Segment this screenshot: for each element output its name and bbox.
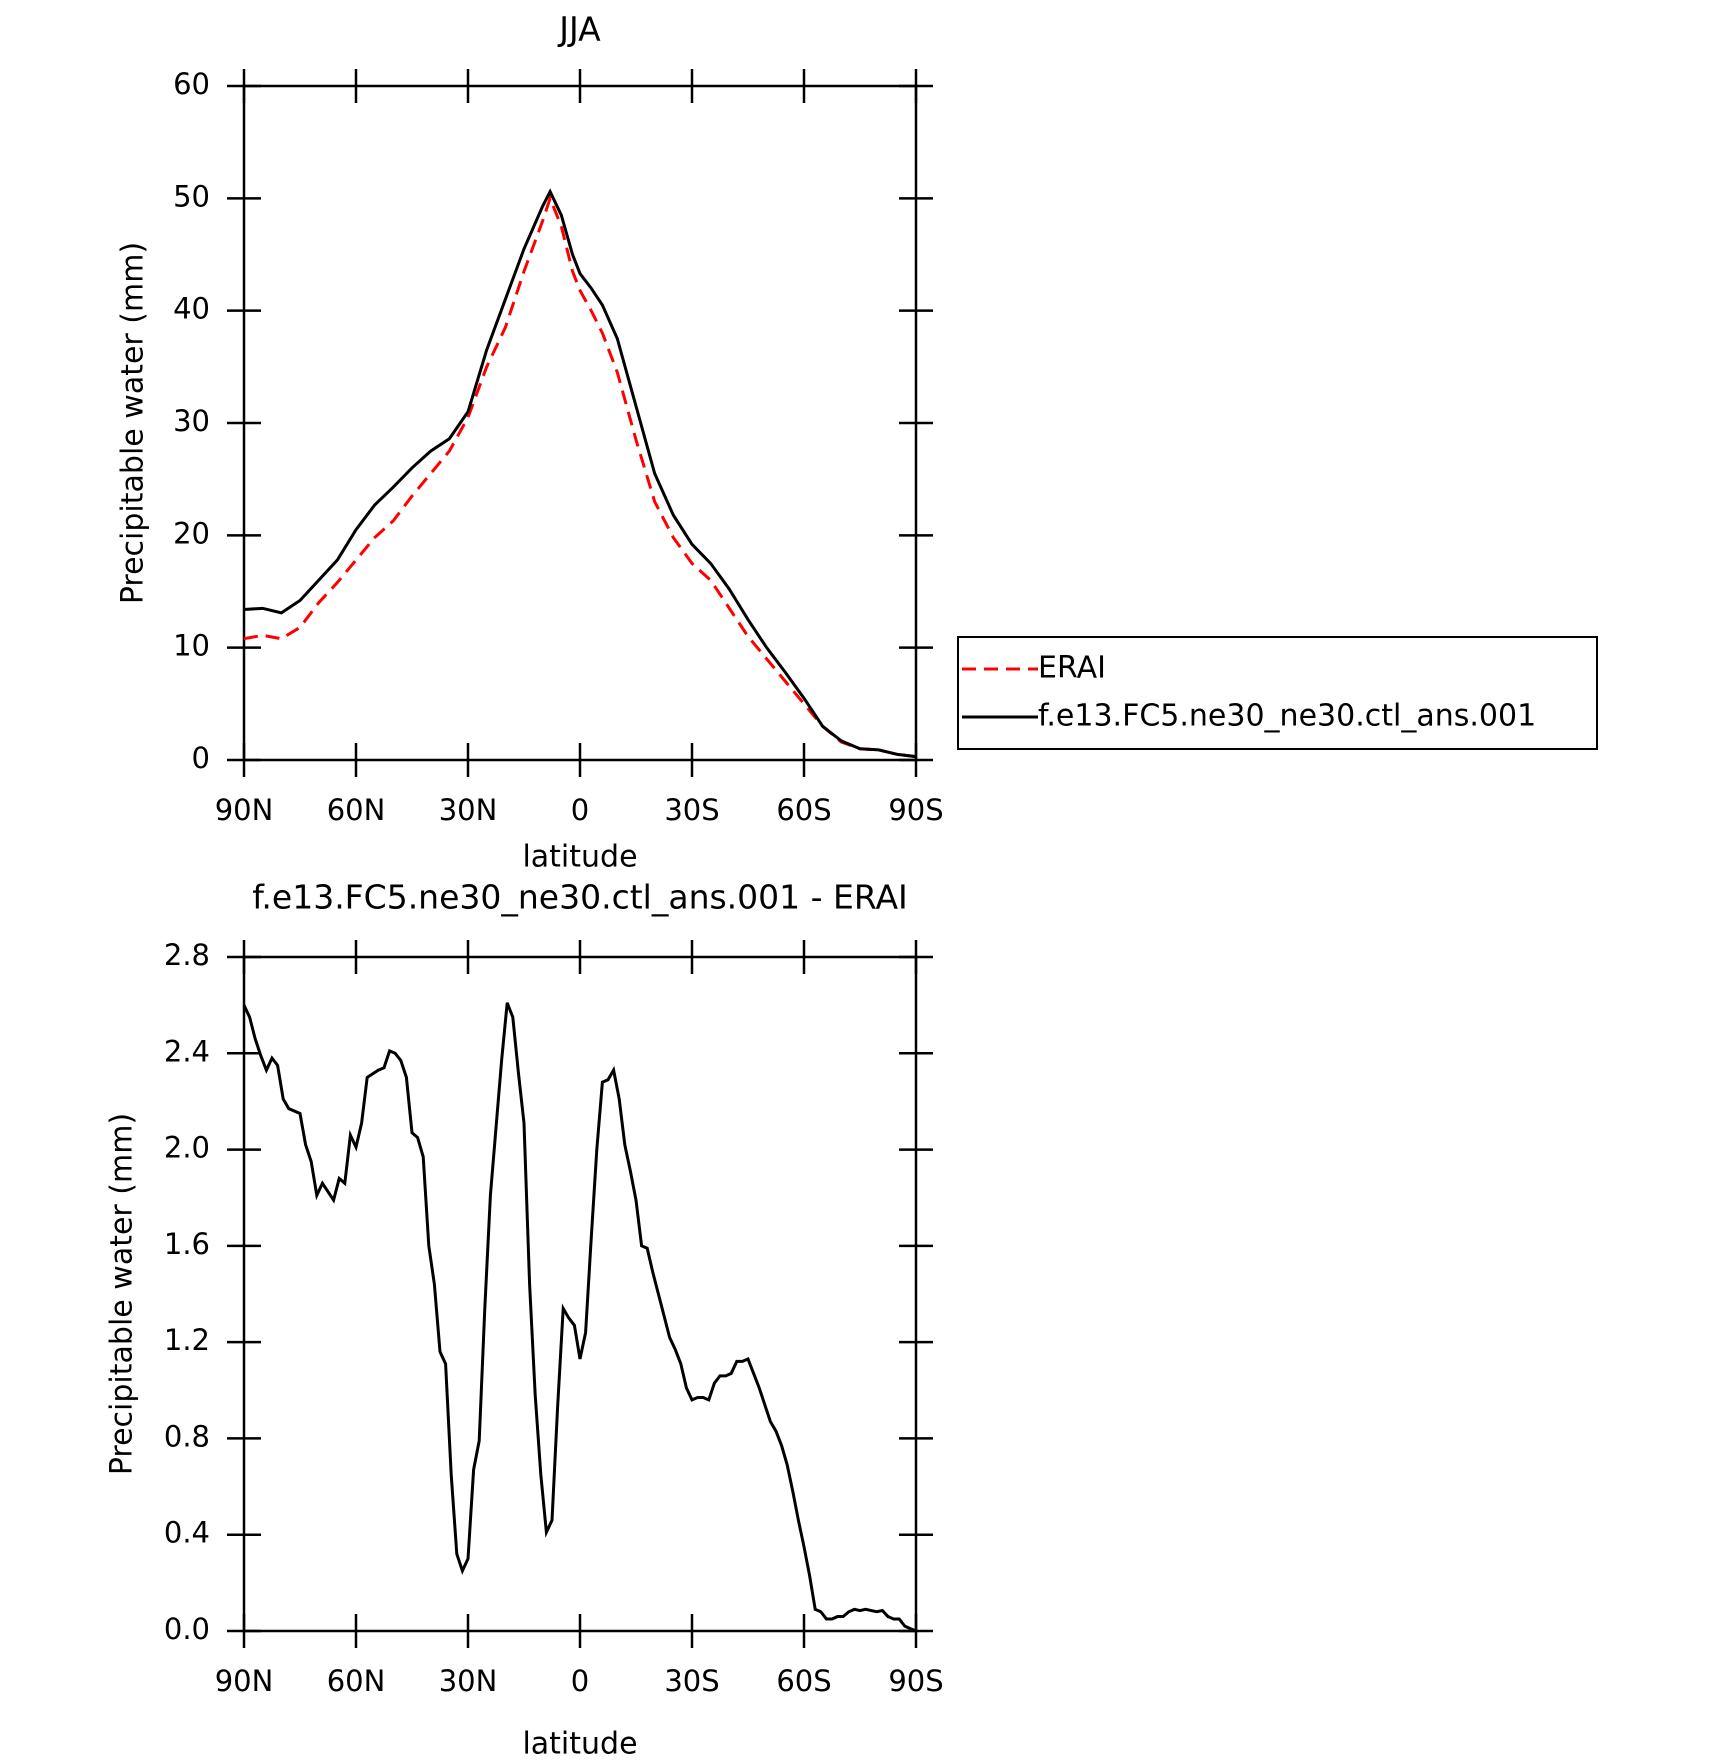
- data-line: [242, 1002, 917, 1633]
- legend-label: ERAI: [1038, 651, 1106, 686]
- y-tick-label: 0.0: [164, 1612, 210, 1646]
- y-tick-label: 20: [173, 516, 210, 550]
- y-tick-label: 1.2: [164, 1323, 210, 1357]
- y-tick-label: 1.6: [164, 1227, 210, 1261]
- x-tick-label: 0: [571, 1664, 589, 1698]
- x-tick-label: 30S: [664, 1664, 719, 1698]
- x-tick-label: 90S: [888, 793, 943, 827]
- y-tick-label: 40: [173, 292, 210, 326]
- x-tick-label: 90S: [888, 1664, 943, 1698]
- x-tick-label: 30S: [664, 793, 719, 827]
- legend-label: f.e13.FC5.ne30_ne30.ctl_ans.001: [1038, 699, 1536, 734]
- data-line: [243, 188, 917, 759]
- x-tick-label: 60N: [327, 1664, 386, 1698]
- y-tick-label: 0.8: [164, 1419, 210, 1453]
- y-tick-label: 2.4: [164, 1034, 210, 1068]
- y-tick-label: 50: [173, 179, 210, 213]
- y-tick-label: 0: [192, 741, 210, 775]
- x-tick-label: 30N: [439, 793, 498, 827]
- x-tick-label: 90N: [215, 793, 274, 827]
- legend-frame: [957, 636, 1598, 750]
- chart-title: f.e13.FC5.ne30_ne30.ctl_ans.001 - ERAI: [252, 878, 908, 917]
- y-tick-label: 0.4: [164, 1516, 210, 1550]
- x-tick-label: 60S: [776, 793, 831, 827]
- data-line: [243, 193, 917, 759]
- x-axis-label: latitude: [522, 1727, 637, 1759]
- x-tick-label: 0: [571, 793, 589, 827]
- x-tick-label: 60S: [776, 1664, 831, 1698]
- y-axis-label: Precipitable water (mm): [116, 242, 151, 604]
- y-tick-label: 10: [173, 629, 210, 663]
- x-tick-label: 60N: [327, 793, 386, 827]
- x-tick-label: 30N: [439, 1664, 498, 1698]
- chart-title: JJA: [557, 10, 601, 49]
- y-axis-label: Precipitable water (mm): [105, 1113, 140, 1475]
- plot-frame: [242, 955, 918, 1633]
- y-tick-label: 2.8: [164, 938, 210, 972]
- y-tick-label: 2.0: [164, 1131, 210, 1165]
- plot-frame: [242, 84, 918, 762]
- legend: ERAI f.e13.FC5.ne30_ne30.ctl_ans.001: [957, 636, 1598, 750]
- x-tick-label: 90N: [215, 1664, 274, 1698]
- y-tick-label: 30: [173, 404, 210, 438]
- x-axis-label: latitude: [522, 840, 637, 875]
- y-tick-label: 60: [173, 67, 210, 101]
